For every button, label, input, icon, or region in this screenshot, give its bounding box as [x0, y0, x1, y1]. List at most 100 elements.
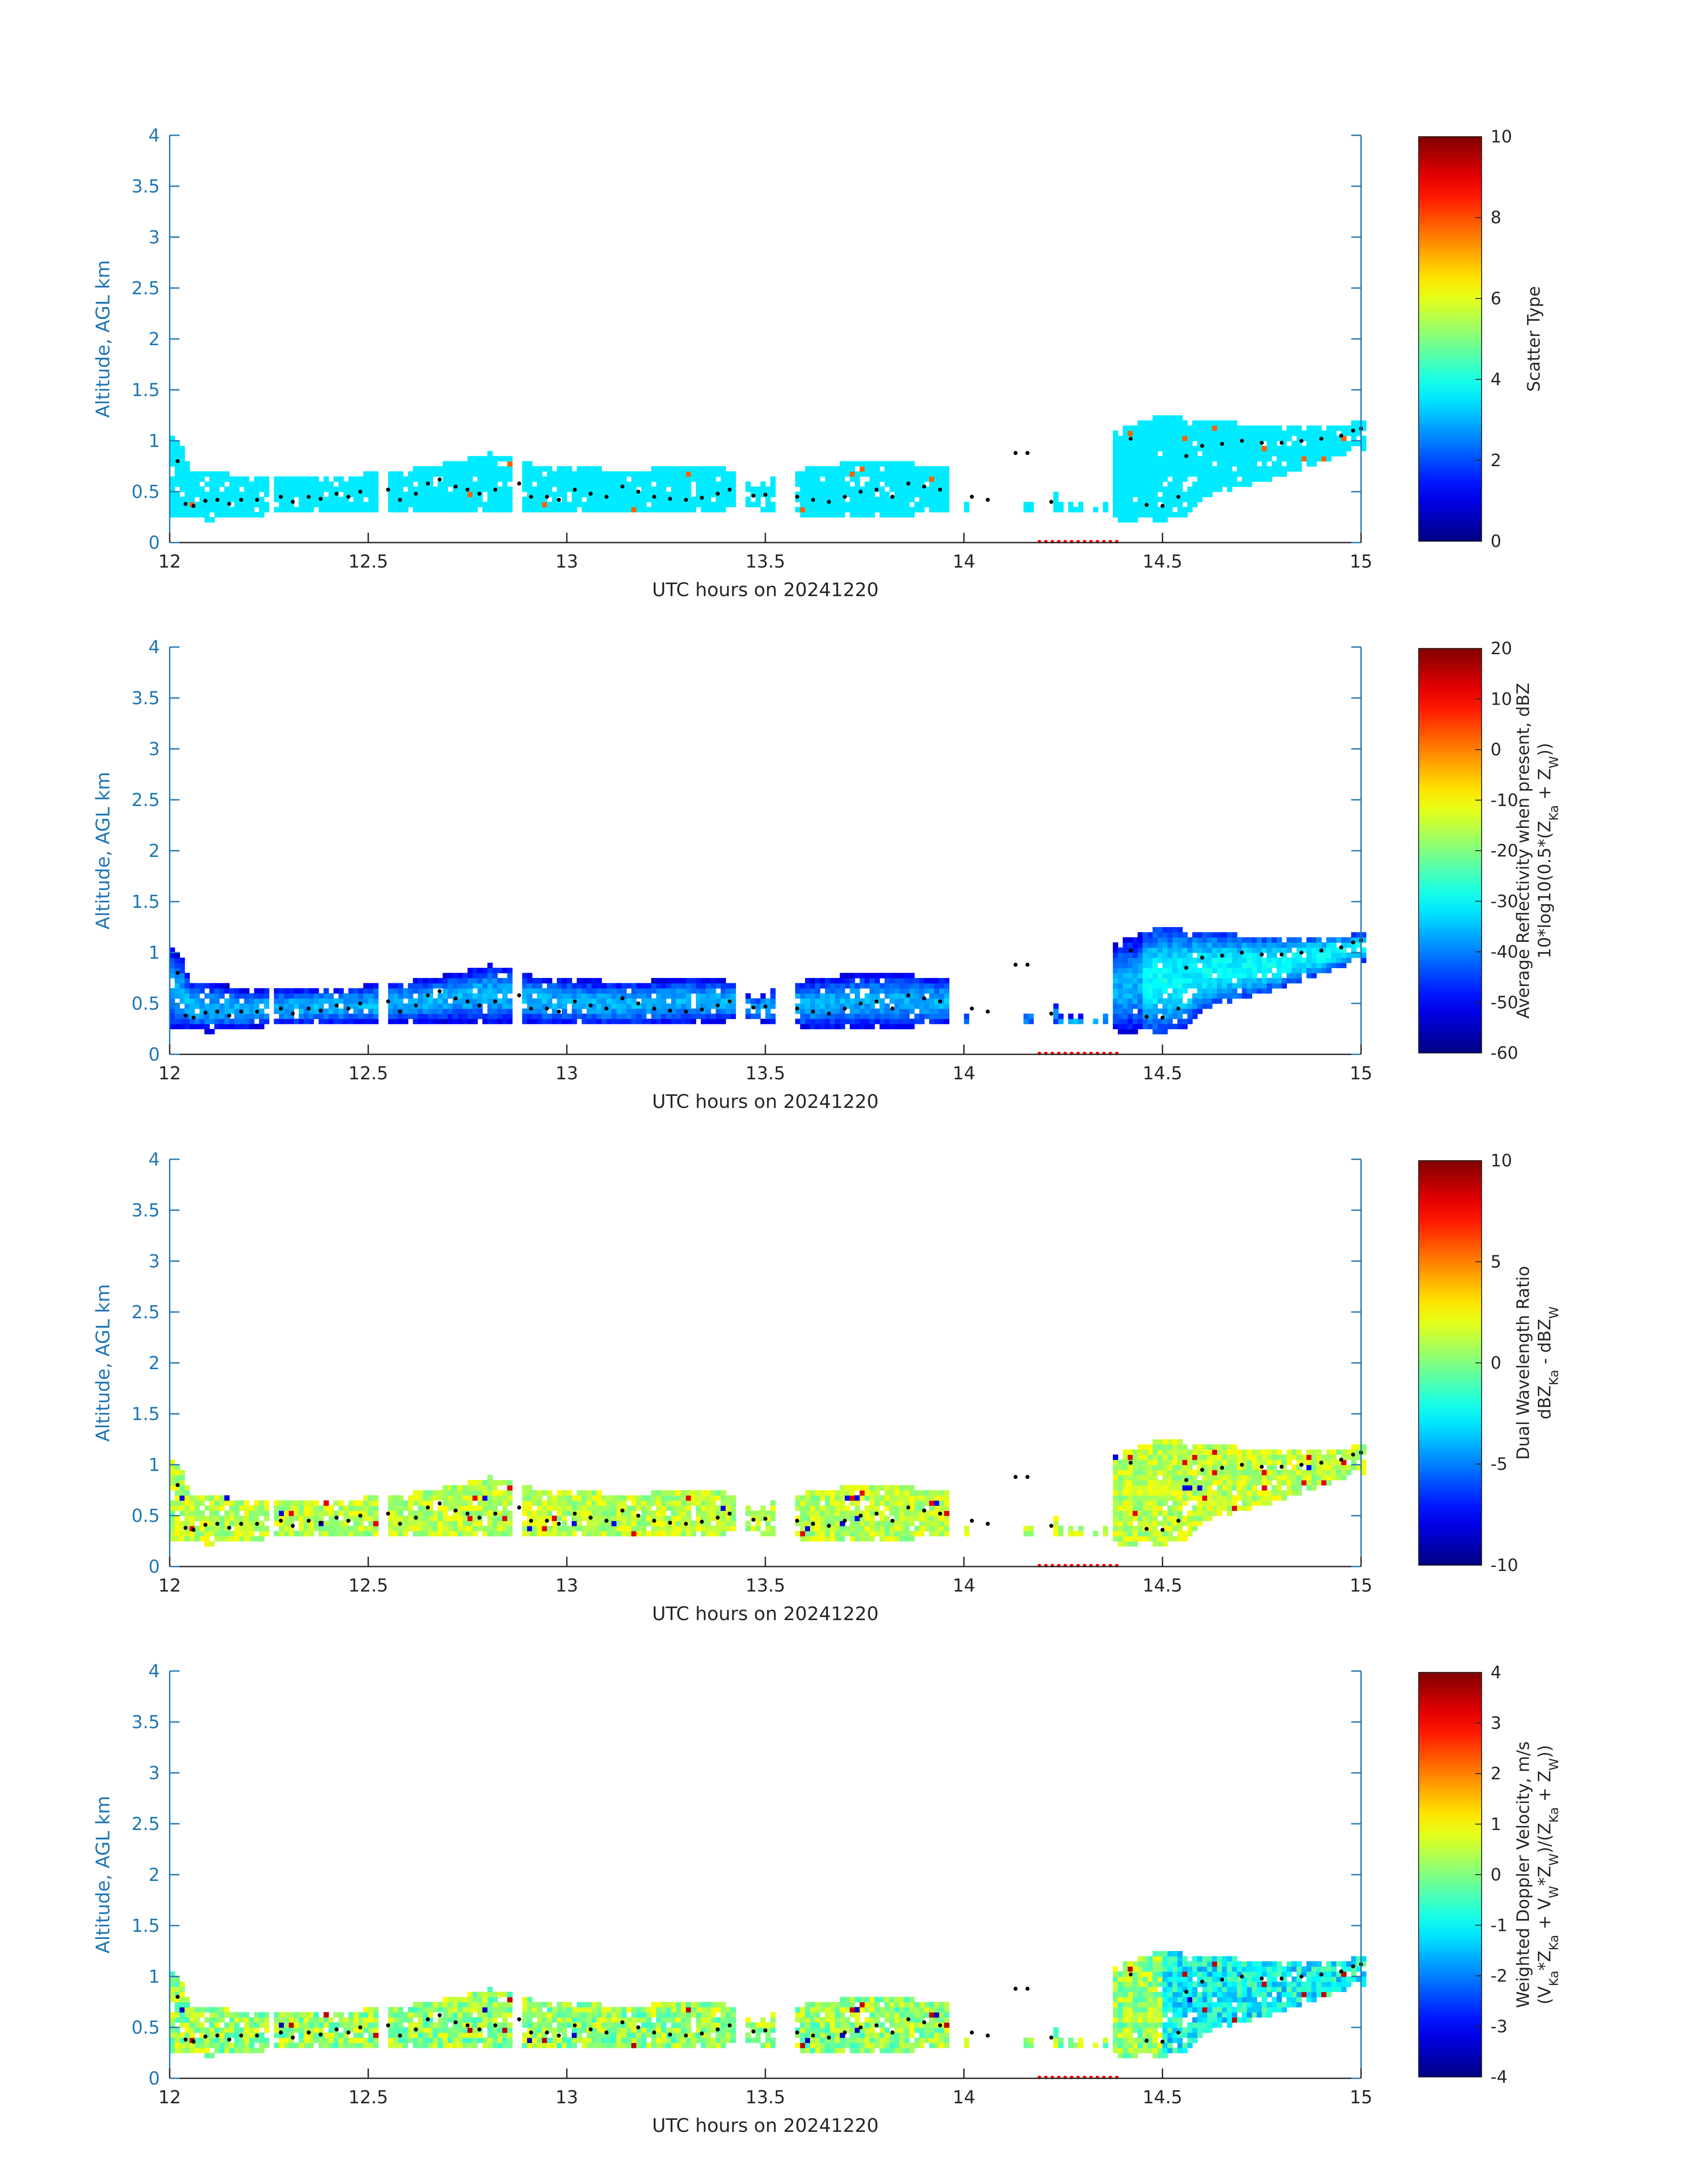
- heatmap-cell: [830, 1024, 835, 1029]
- heatmap-cell: [681, 988, 686, 994]
- heatmap-cell: [1282, 466, 1287, 472]
- heatmap-cell: [502, 978, 508, 984]
- heatmap-cell: [805, 988, 810, 994]
- heatmap-cell: [1277, 957, 1282, 963]
- heatmap-cell: [1261, 988, 1267, 994]
- heatmap-cell: [646, 1003, 652, 1009]
- heatmap-cell: [805, 512, 810, 518]
- heatmap-cell: [1247, 441, 1253, 447]
- heatmap-cell: [492, 1505, 498, 1511]
- heatmap-cell: [1356, 430, 1361, 436]
- cloud-dot: [255, 497, 259, 502]
- heatmap-cell: [1177, 501, 1183, 507]
- heatmap-cell: [472, 507, 478, 513]
- heatmap-cell: [1153, 1024, 1158, 1029]
- heatmap-cell: [1162, 435, 1168, 441]
- heatmap-cell: [1192, 942, 1198, 948]
- heatmap-cell: [681, 507, 686, 513]
- heatmap-cell: [611, 1019, 617, 1024]
- heatmap-cell: [388, 1531, 393, 1537]
- heatmap-cell: [462, 486, 468, 492]
- heatmap-cell: [1212, 983, 1218, 989]
- heatmap-cell: [1202, 425, 1208, 431]
- heatmap-cell: [731, 1516, 736, 1521]
- heatmap-cell: [1142, 983, 1148, 989]
- heatmap-cell: [611, 501, 617, 507]
- heatmap-cell: [452, 1505, 458, 1511]
- heatmap-cell: [909, 476, 915, 482]
- heatmap-cell: [1232, 451, 1237, 456]
- heatmap-cell: [1197, 425, 1203, 431]
- heatmap-cell: [597, 1500, 602, 1506]
- heatmap-cell: [562, 1516, 568, 1521]
- heatmap-cell: [710, 507, 716, 513]
- heatmap-cell: [487, 1516, 493, 1521]
- heatmap-cell: [244, 1013, 250, 1019]
- heatmap-cell: [924, 978, 930, 984]
- heatmap-cell: [601, 1013, 607, 1019]
- heatmap-cell: [1296, 430, 1302, 436]
- heatmap-cell: [1286, 957, 1292, 963]
- heatmap-cell: [1028, 1013, 1034, 1019]
- heatmap-cell: [572, 501, 577, 507]
- heatmap-cell: [686, 507, 691, 513]
- heatmap-cell: [1252, 988, 1257, 994]
- heatmap-cell: [547, 1505, 552, 1511]
- heatmap-cell: [219, 1019, 225, 1024]
- heatmap-cell: [418, 998, 423, 1004]
- heatmap-cell: [259, 1024, 264, 1029]
- heatmap-cell: [1153, 497, 1158, 502]
- heatmap-cell: [1227, 430, 1232, 436]
- heatmap-cell: [527, 1516, 533, 1521]
- heatmap-cell: [720, 1003, 726, 1009]
- heatmap-cell: [1023, 501, 1029, 507]
- heatmap-cell: [750, 1013, 756, 1019]
- heatmap-cell: [170, 512, 175, 518]
- heatmap-cell: [1277, 425, 1282, 431]
- heatmap-cell: [830, 993, 835, 999]
- heatmap-cell: [1162, 466, 1168, 472]
- heatmap-cell: [715, 993, 721, 999]
- heatmap-cell: [1192, 932, 1198, 938]
- heatmap-cell: [452, 486, 458, 492]
- heatmap-cell: [661, 497, 667, 502]
- heatmap-cell: [428, 476, 433, 482]
- heatmap-cell: [641, 1013, 647, 1019]
- heatmap-cell: [175, 1470, 180, 1475]
- heatmap-cell: [1277, 435, 1282, 441]
- heatmap-cell: [204, 1008, 210, 1014]
- heatmap-cell: [944, 481, 950, 487]
- heatmap-cell: [656, 507, 662, 513]
- heatmap-cell: [1162, 507, 1168, 513]
- heatmap-cell: [1341, 947, 1347, 953]
- heatmap-cell: [874, 481, 880, 487]
- heatmap-cell: [547, 988, 552, 994]
- heatmap-cell: [606, 1531, 612, 1537]
- heatmap-cell: [1123, 486, 1128, 492]
- heatmap-cell: [219, 481, 225, 487]
- heatmap-cell: [864, 983, 870, 989]
- heatmap-cell: [884, 988, 890, 994]
- heatmap-cell: [899, 978, 905, 984]
- heatmap-cell: [209, 1013, 215, 1019]
- heatmap-cell: [597, 486, 602, 492]
- heatmap-cell: [1261, 973, 1267, 978]
- heatmap-cell: [457, 1003, 463, 1009]
- heatmap-cell: [328, 497, 334, 502]
- heatmap-cell: [254, 476, 259, 482]
- heatmap-cell: [616, 1525, 622, 1531]
- heatmap-cell: [1202, 456, 1208, 462]
- heatmap-cell: [1257, 942, 1262, 948]
- heatmap-cell: [552, 1531, 557, 1537]
- heatmap-cell: [631, 1516, 637, 1521]
- heatmap-cell: [770, 1019, 776, 1024]
- heatmap-cell: [1217, 420, 1223, 426]
- heatmap-cell: [348, 492, 354, 497]
- heatmap-cell: [626, 993, 632, 999]
- heatmap-cell: [1261, 476, 1267, 482]
- heatmap-cell: [805, 471, 810, 477]
- heatmap-cell: [1177, 1024, 1183, 1029]
- heatmap-cell: [755, 1008, 761, 1014]
- heatmap-cell: [864, 507, 870, 513]
- heatmap-cell: [661, 501, 667, 507]
